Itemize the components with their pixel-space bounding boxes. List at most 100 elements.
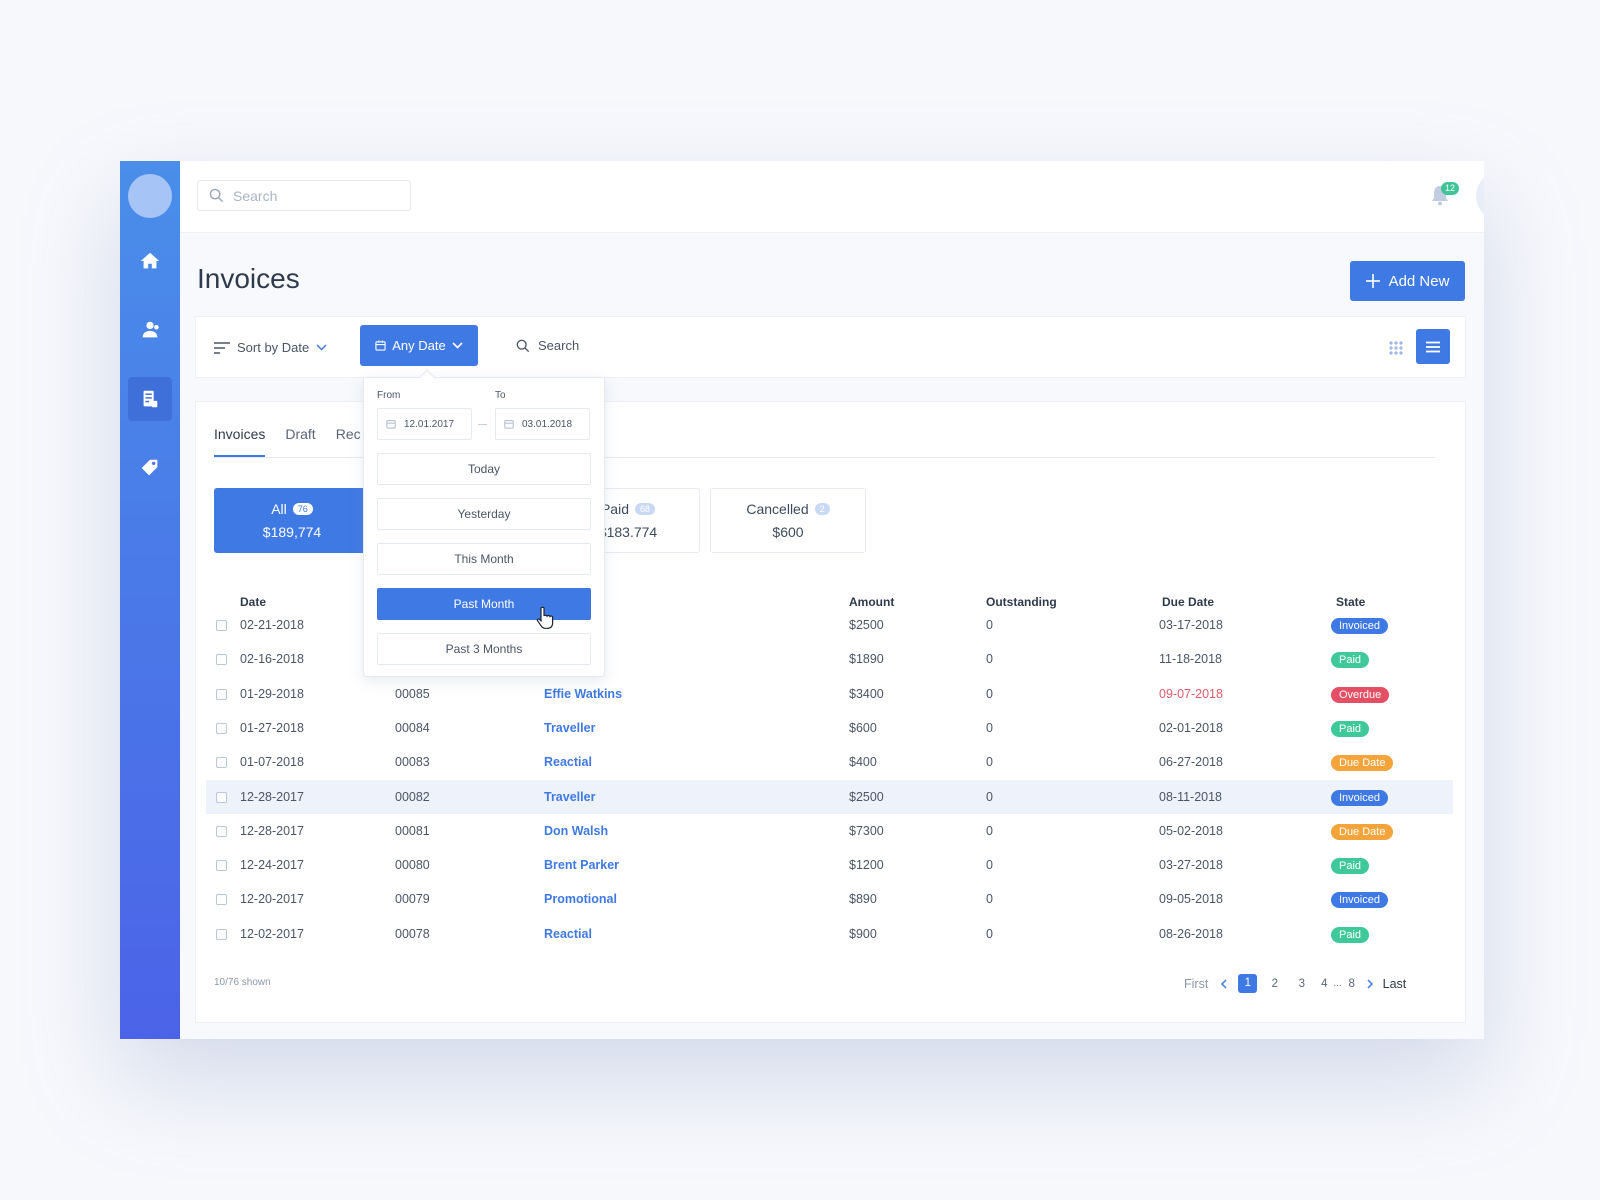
row-checkbox[interactable] [216,757,227,769]
option-past-month[interactable]: Past Month [377,588,591,620]
user-avatar[interactable] [1476,172,1484,220]
home-icon[interactable] [128,239,172,283]
tab-invoices[interactable]: Invoices [214,426,266,457]
page-2-button[interactable]: 2 [1271,977,1279,990]
chevron-left-icon[interactable] [1220,978,1228,989]
row-checkbox[interactable] [216,722,227,734]
first-page-link[interactable]: First [1184,976,1209,991]
table-row[interactable]: 12-24-2017 00080 Brent Parker $1200 0 03-27-2… [206,848,1453,882]
cell-due-date: 03-17-2018 [1159,618,1223,632]
cell-amount: $400 [849,755,877,770]
row-checkbox[interactable] [216,860,227,872]
summary-card-all[interactable]: All 76 $189,774 [214,488,370,553]
cell-due-date: 06-27-2018 [1159,755,1223,770]
page-3-button[interactable]: 3 [1298,977,1306,990]
add-new-label: Add New [1388,272,1450,290]
calendar-icon [375,340,386,351]
row-checkbox[interactable] [216,791,227,803]
add-new-button[interactable]: Add New [1350,261,1465,301]
col-outstanding: Outstanding [986,595,1057,609]
to-date-value: 03.01.2018 [522,418,573,430]
cell-due-date: 09-05-2018 [1159,892,1223,907]
toolbar-search-button[interactable]: Search [516,338,579,353]
page-1-button[interactable]: 1 [1238,974,1258,993]
cell-invoice-number: 00082 [395,789,430,804]
row-checkbox[interactable] [216,688,227,700]
tags-icon[interactable] [128,446,172,490]
last-page-link[interactable]: Last [1382,976,1407,991]
cell-amount: $2500 [849,789,884,804]
cell-amount: $900 [849,926,877,941]
col-amount: Amount [849,595,895,609]
cell-customer-link[interactable]: Reactial [544,926,592,941]
cell-amount: $7300 [849,823,884,838]
row-checkbox[interactable] [216,620,227,631]
list-view-button[interactable] [1416,329,1450,364]
cell-outstanding: 0 [986,686,993,701]
calendar-icon [504,420,514,429]
page-4-button[interactable]: 4 [1321,977,1328,990]
state-badge: Paid [1331,652,1370,669]
table-row[interactable]: 12-28-2017 00082 Traveller $2500 0 08-11-2018… [206,779,1453,814]
count-badge: 68 [635,503,656,515]
grid-view-icon[interactable] [1388,340,1404,356]
from-date-field[interactable]: 12.01.2017 [377,408,472,440]
search-input[interactable] [233,187,403,204]
cell-date: 02-16-2018 [240,652,304,667]
cell-date: 12-28-2017 [240,823,304,838]
card-amount: $189,774 [262,524,322,540]
option-today[interactable]: Today [377,453,591,485]
tab-draft[interactable]: Draft [285,426,316,442]
summary-card-cancelled[interactable]: Cancelled 2 $600 [710,488,866,553]
tab-recurring[interactable]: Rec [335,426,361,442]
sort-by-date-button[interactable]: Sort by Date [214,340,327,355]
cell-customer-link[interactable]: Reactial [544,755,592,770]
date-filter-button[interactable]: Any Date [360,325,478,366]
cell-customer-link[interactable]: Brent Parker [544,858,620,873]
chevron-right-icon[interactable] [1366,978,1374,989]
table-row[interactable]: 01-27-2018 00084 Traveller $600 0 02-01-2018 P… [206,711,1453,745]
logo-avatar[interactable] [128,174,172,218]
count-badge: 2 [814,503,830,515]
row-checkbox[interactable] [216,825,227,837]
row-checkbox[interactable] [216,654,227,666]
notifications-button[interactable]: 12 [1430,182,1460,208]
cell-date: 01-27-2018 [240,720,304,735]
table-row[interactable]: 02-21-2018 $2500 0 03-17-2018 Invoiced [206,608,1453,642]
option-past-3-months[interactable]: Past 3 Months [377,633,591,665]
option-yesterday[interactable]: Yesterday [377,498,591,530]
cell-invoice-number: 00080 [395,858,430,873]
row-checkbox[interactable] [216,894,227,906]
state-badge: Invoiced [1331,892,1388,909]
table-row[interactable]: 01-07-2018 00083 Reactial $400 0 06-27-2018 Du… [206,745,1453,779]
summary-card-paid[interactable]: Paid 68 $183.774 [556,488,700,553]
users-icon[interactable] [128,308,172,352]
to-date-field[interactable]: 03.01.2018 [495,408,590,440]
table-row[interactable]: 12-20-2017 00079 Promotional $890 0 09-05-201… [206,882,1453,916]
top-search-box[interactable] [197,180,411,211]
cell-date: 02-21-2018 [240,618,304,632]
cell-customer-link[interactable]: Traveller [544,720,596,735]
cell-due-date: 09-07-2018 [1159,686,1223,701]
cell-outstanding: 0 [986,755,993,770]
table-row[interactable]: 01-29-2018 00085 Effie Watkins $3400 0 09-07-… [206,677,1453,711]
invoices-icon[interactable] [128,377,172,421]
table-row[interactable]: 12-28-2017 00081 Don Walsh $7300 0 05-02-2018… [206,814,1453,848]
row-checkbox[interactable] [216,928,227,940]
invoice-tabs: Invoices Draft Rec [214,426,1435,458]
option-this-month[interactable]: This Month [377,543,591,575]
plus-icon [1365,274,1380,288]
table-row[interactable]: 12-02-2017 00078 Reactial $900 0 08-26-2018 Pa… [206,917,1453,951]
cell-invoice-number: 00084 [395,720,430,735]
cell-customer-link[interactable]: Traveller [544,789,596,804]
page-8-button[interactable]: 8 [1348,977,1355,990]
cell-outstanding: 0 [986,858,993,873]
cell-customer-link[interactable]: Promotional [544,892,617,907]
col-date: Date [240,595,267,609]
card-amount: $183.774 [598,524,658,540]
cell-customer-link[interactable]: Effie Watkins [544,686,623,701]
cell-due-date: 08-26-2018 [1159,926,1223,941]
cell-amount: $600 [849,720,877,735]
cell-invoice-number: 00081 [395,823,430,838]
cell-customer-link[interactable]: Don Walsh [544,823,609,838]
